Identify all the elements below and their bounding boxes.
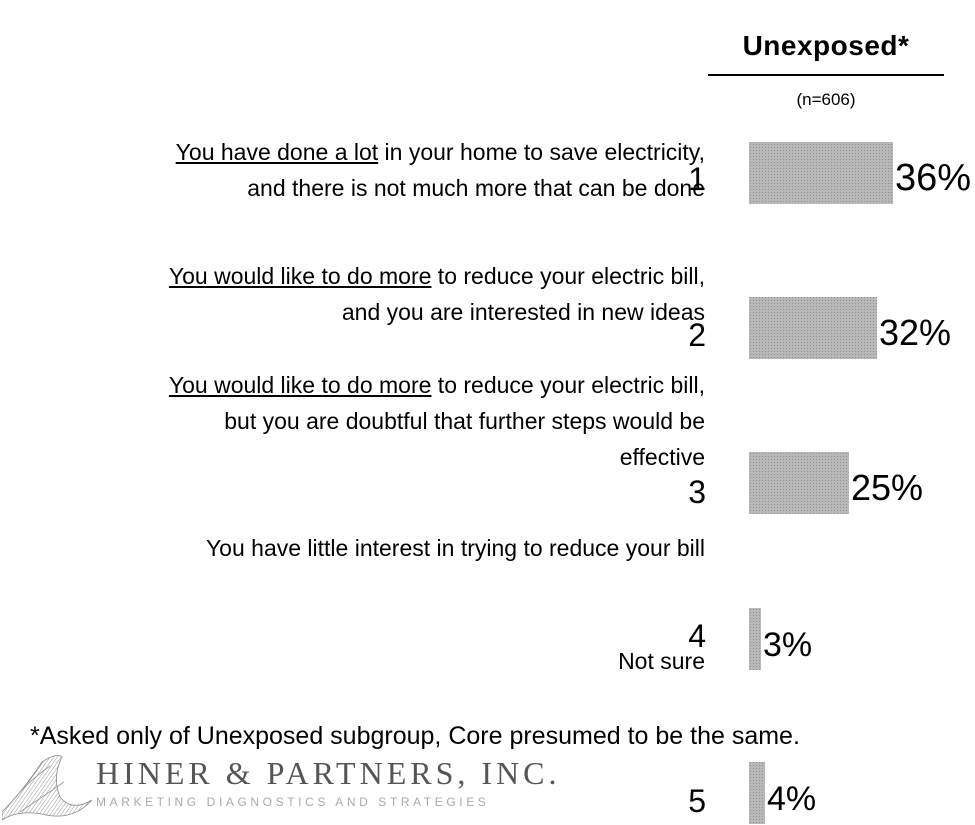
header-underline <box>708 74 944 76</box>
statement-3-line3: effective <box>619 444 705 470</box>
category-label-3: 3 <box>688 474 706 510</box>
statement-1-line2: and there is not much more that can be d… <box>247 175 705 201</box>
statement-2-rest: to reduce your electric bill, <box>431 263 705 289</box>
statement-3-rest: to reduce your electric bill, <box>431 372 705 398</box>
bar-2 <box>749 297 877 359</box>
bar-4 <box>749 608 761 670</box>
value-label-5: 4% <box>767 780 816 818</box>
statement-3-line2: but you are doubtful that further steps … <box>224 408 705 434</box>
logo-company-name: HINER & PARTNERS, INC. <box>96 755 561 791</box>
logo-tagline: MARKETING DIAGNOSTICS AND STRATEGIES <box>96 795 490 809</box>
category-label-4: 4 <box>688 618 706 654</box>
bar-5 <box>749 762 765 824</box>
value-label-4: 3% <box>763 626 812 664</box>
statement-4-line1: You have little interest in trying to re… <box>205 535 705 561</box>
category-label-1: 1 <box>688 161 706 197</box>
footnote: *Asked only of Unexposed subgroup, Core … <box>30 722 800 750</box>
statement-2-line2: and you are interested in new ideas <box>341 299 705 325</box>
statement-3-underlined: You would like to do more <box>168 372 432 398</box>
statement-4: You have little interest in trying to re… <box>206 530 705 566</box>
not-sure-label: Not sure <box>618 648 705 674</box>
value-label-1: 36% <box>895 157 971 199</box>
logo-mark-icon <box>2 754 93 821</box>
statement-1-rest: in your home to save electricity, <box>378 139 705 165</box>
statement-1-underlined: You have done a lot <box>175 139 379 165</box>
statement-3: You would like to do more to reduce your… <box>169 367 705 475</box>
sample-size: (n=606) <box>796 90 856 109</box>
category-label-5: 5 <box>688 783 706 819</box>
column-header: Unexposed* <box>742 30 910 61</box>
bar-3 <box>749 452 849 514</box>
value-label-2: 32% <box>879 312 951 353</box>
value-label-3: 25% <box>851 467 923 508</box>
statement-2: You would like to do more to reduce your… <box>169 258 705 330</box>
category-label-2: 2 <box>688 317 706 353</box>
statement-2-underlined: You would like to do more <box>168 263 432 289</box>
statement-1: You have done a lot in your home to save… <box>176 134 705 206</box>
bar-1 <box>749 142 893 204</box>
